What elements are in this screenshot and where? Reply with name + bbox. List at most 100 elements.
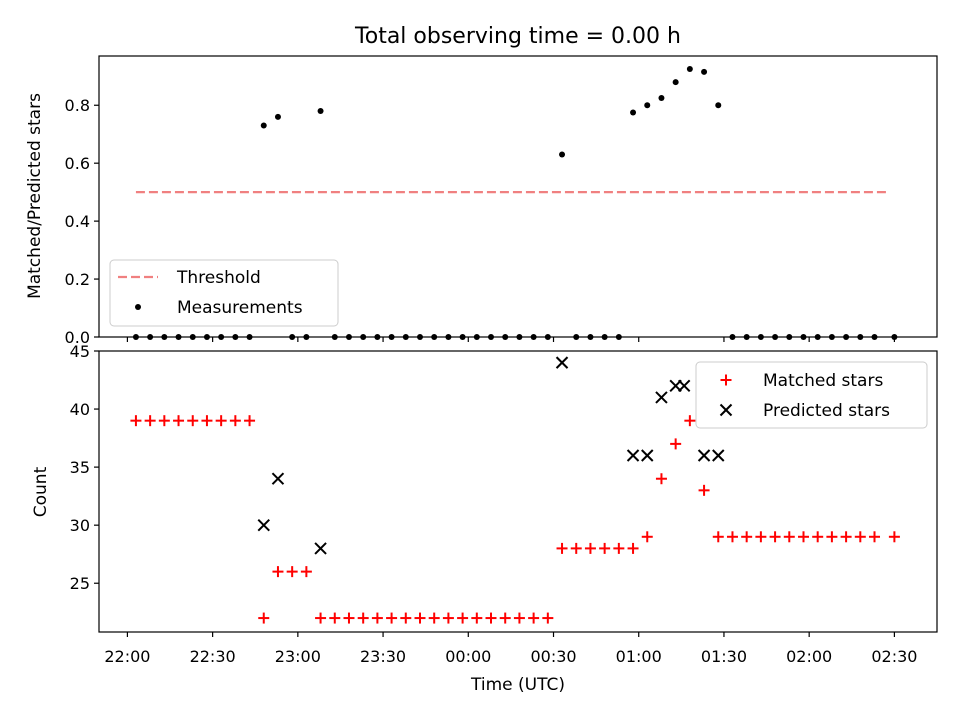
matched-star-point (300, 566, 312, 578)
measurement-point (587, 334, 594, 340)
predicted-star-point-b (655, 391, 668, 404)
predicted-star-point-b (257, 518, 270, 532)
measurement-point (601, 334, 608, 340)
measurement-point (502, 334, 509, 340)
matched-star-point (826, 531, 838, 543)
bottom-legend-box (695, 361, 928, 429)
measurement-point (814, 334, 821, 340)
measurement-point (559, 151, 566, 158)
matched-star-point (542, 612, 554, 624)
measurement-point (544, 334, 551, 340)
measurement-point (729, 334, 736, 340)
matched-star-point (869, 531, 881, 543)
matched-star-point (158, 415, 170, 427)
measurement-point (757, 334, 764, 340)
matched-star-point (457, 612, 469, 624)
measurement-point (189, 334, 196, 340)
x-tick-label: 02:30 (871, 647, 917, 666)
predicted-star-point-b (626, 449, 640, 462)
matched-star-point (187, 415, 199, 427)
measurement-point (573, 334, 580, 340)
measurement-point (431, 334, 438, 340)
matched-star-point (130, 415, 142, 427)
measurement-point (374, 334, 381, 340)
top-y-tick-label: 0.4 (65, 212, 90, 231)
matched-star-point (528, 612, 540, 624)
legend-threshold-label: Threshold (176, 268, 261, 288)
measurement-point (686, 66, 693, 73)
predicted-star-point (257, 518, 270, 532)
measurement-point (360, 334, 367, 340)
matched-star-point (343, 612, 355, 624)
legend-measurements-label: Measurements (177, 298, 303, 318)
predicted-star-point-b (697, 449, 711, 462)
measurement-point (175, 334, 182, 340)
matched-star-point (712, 531, 724, 543)
matched-star-point (485, 612, 497, 624)
matched-star-point (584, 542, 596, 554)
legend-measurements-swatch (135, 304, 141, 310)
legend-matched-swatch (720, 374, 732, 386)
x-tick-label: 01:00 (616, 647, 662, 666)
measurement-point (218, 334, 225, 340)
matched-star-point (371, 612, 383, 624)
matched-star-point (755, 531, 767, 543)
predicted-star-point-b (677, 379, 691, 393)
bottom-panel: 25 30 35 40 45 22:00 22:30 23:00 23:30 00:00 00:30… (70, 342, 938, 666)
matched-star-point (641, 531, 653, 543)
matched-star-point (854, 531, 866, 543)
measurement-point (317, 108, 324, 115)
matched-star-point (414, 612, 426, 624)
measurement-point (658, 95, 665, 102)
matched-star-point (570, 542, 582, 554)
measurement-point (743, 334, 750, 340)
matched-star-point (229, 415, 241, 427)
measurement-point (786, 334, 793, 340)
x-axis-label: Time (UTC) (470, 675, 565, 695)
matched-star-point (357, 612, 369, 624)
top-y-tick-label: 0.8 (65, 96, 90, 115)
bottom-plot-frame (98, 350, 938, 633)
predicted-star-point-b (712, 449, 725, 462)
matched-star-point (684, 415, 696, 427)
legend-predicted-label: Predicted stars (763, 401, 890, 421)
measurement-point (246, 334, 253, 340)
matched-star-point (599, 542, 611, 554)
predicted-star-point (712, 449, 725, 462)
measurement-point (274, 113, 281, 120)
matched-star-point (144, 415, 156, 427)
measurement-point (630, 109, 637, 116)
measurement-point (715, 102, 722, 109)
predicted-star-point (697, 449, 711, 462)
measurement-point (615, 334, 622, 340)
measurement-point (289, 334, 296, 340)
measurement-point (459, 334, 466, 340)
matched-star-point (670, 438, 682, 450)
predicted-star-point (626, 449, 640, 462)
matched-star-point (613, 542, 625, 554)
measurement-point (516, 334, 523, 340)
matched-star-point (428, 612, 440, 624)
predicted-star-point (677, 379, 691, 393)
bottom-y-tick-label: 45 (70, 342, 90, 361)
legend-matched-label: Matched stars (763, 371, 883, 391)
top-legend: Threshold Measurements (109, 259, 339, 327)
predicted-star-point (314, 542, 327, 555)
matched-star-point (201, 415, 213, 427)
matched-star-point (258, 612, 270, 624)
measurement-point (445, 334, 452, 340)
bottom-y-tick-label: 30 (70, 516, 90, 535)
top-y-tick-label: 0.6 (65, 154, 90, 173)
matched-star-point (741, 531, 753, 543)
bottom-legend: Matched stars Predicted stars (695, 361, 928, 429)
measurement-point (260, 122, 267, 129)
measurement-point (857, 334, 864, 340)
matched-star-point (726, 531, 738, 543)
measurement-point (800, 334, 807, 340)
measurement-point (303, 334, 310, 340)
matched-star-point (471, 612, 483, 624)
measurement-point (331, 334, 338, 340)
legend-predicted-swatch-b (719, 403, 733, 417)
measurement-point (473, 334, 480, 340)
